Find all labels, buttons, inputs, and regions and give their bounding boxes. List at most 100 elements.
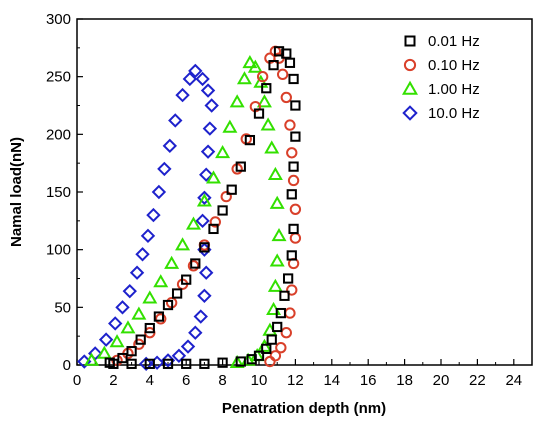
- data-point: [269, 253, 285, 267]
- data-point: [279, 290, 290, 301]
- data-point: [217, 357, 228, 368]
- data-point: [208, 223, 219, 235]
- data-point: [246, 354, 257, 365]
- data-point: [244, 134, 256, 146]
- data-point: [282, 273, 294, 284]
- data-point: [196, 193, 212, 207]
- x-tick-label: 20: [433, 372, 450, 389]
- data-point: [108, 316, 123, 331]
- data-point: [199, 358, 210, 369]
- data-point: [199, 242, 210, 253]
- data-point: [284, 307, 296, 319]
- x-tick-label: 22: [469, 372, 486, 389]
- data-point: [181, 358, 192, 369]
- x-axis-title: Penatration depth (nm): [222, 400, 386, 417]
- data-point: [115, 300, 130, 315]
- data-point: [220, 190, 232, 203]
- data-point: [280, 91, 292, 104]
- data-point: [236, 71, 252, 85]
- y-tick-label: 0: [63, 357, 71, 374]
- data-point: [195, 71, 210, 87]
- data-point: [162, 299, 174, 311]
- data-point: [190, 258, 201, 269]
- data-point: [108, 358, 119, 369]
- data-point: [120, 320, 136, 334]
- data-point: [199, 167, 214, 182]
- data-point: [171, 288, 183, 299]
- x-tick-label: 0: [73, 372, 81, 389]
- data-point: [131, 306, 147, 320]
- x-tick-label: 16: [360, 372, 377, 389]
- data-point: [187, 260, 200, 272]
- data-point: [135, 247, 150, 262]
- y-tick-label: 250: [46, 69, 71, 86]
- data-point: [280, 327, 292, 339]
- data-point: [200, 83, 216, 98]
- x-tick-label: 2: [109, 372, 117, 389]
- data-point: [289, 203, 302, 215]
- data-point: [117, 352, 128, 364]
- data-point: [267, 166, 283, 181]
- data-point: [160, 353, 176, 368]
- y-tick-label: 150: [46, 184, 71, 201]
- data-point: [153, 274, 169, 288]
- data-point: [268, 60, 279, 71]
- data-point: [98, 332, 114, 347]
- data-point: [287, 174, 300, 187]
- x-tick-label: 4: [146, 372, 154, 389]
- data-point: [140, 228, 156, 244]
- data-point: [286, 147, 298, 159]
- data-point: [253, 108, 265, 119]
- data-point: [290, 100, 301, 111]
- data-point: [129, 265, 145, 280]
- x-tick-label: 10: [251, 372, 268, 389]
- data-point: [175, 87, 190, 103]
- x-tick-label: 12: [287, 372, 304, 389]
- data-point: [180, 339, 196, 354]
- legend-marker: [404, 35, 416, 47]
- data-point: [284, 119, 296, 131]
- data-point: [138, 356, 154, 372]
- y-axis: 0 50 100 150 200 250 300: [46, 11, 83, 374]
- data-point: [206, 170, 221, 184]
- data-point: [229, 94, 245, 108]
- data-point: [144, 322, 155, 334]
- data-point: [171, 348, 187, 363]
- data-point: [222, 119, 238, 133]
- data-point: [155, 313, 167, 325]
- series-diamond: [77, 63, 219, 372]
- data-point: [242, 55, 258, 69]
- data-point: [288, 223, 299, 235]
- x-tick-label: 6: [182, 372, 190, 389]
- data-point: [181, 274, 192, 285]
- data-point: [142, 290, 158, 304]
- data-point: [275, 342, 287, 354]
- data-point: [264, 355, 276, 368]
- data-point: [256, 94, 272, 108]
- data-point: [272, 321, 283, 333]
- data-point: [135, 334, 146, 345]
- series-triangle: [84, 55, 287, 369]
- y-axis-title: Namal load(nN): [8, 137, 25, 247]
- legend-marker: [403, 58, 417, 72]
- data-point: [188, 325, 203, 340]
- data-point: [271, 228, 287, 242]
- x-axis: 0 2 4 6 8 10 12 14 16 18 20 22 24: [73, 359, 522, 389]
- data-point: [162, 358, 174, 369]
- data-point: [261, 343, 272, 354]
- data-point: [260, 117, 276, 131]
- data-point: [153, 311, 165, 322]
- x-tick-label: 14: [323, 372, 340, 389]
- data-point: [195, 213, 210, 229]
- data-point: [197, 288, 212, 303]
- data-point: [286, 284, 298, 296]
- x-tick-label: 8: [218, 372, 226, 389]
- data-point: [290, 131, 301, 142]
- data-point: [168, 113, 183, 128]
- data-point: [109, 334, 125, 348]
- y-tick-label: 50: [54, 299, 71, 316]
- x-tick-label: 18: [396, 372, 413, 389]
- legend: 0.01 Hz 0.10 Hz 1.00 Hz 10.0 Hz: [401, 33, 480, 122]
- data-point: [266, 334, 277, 345]
